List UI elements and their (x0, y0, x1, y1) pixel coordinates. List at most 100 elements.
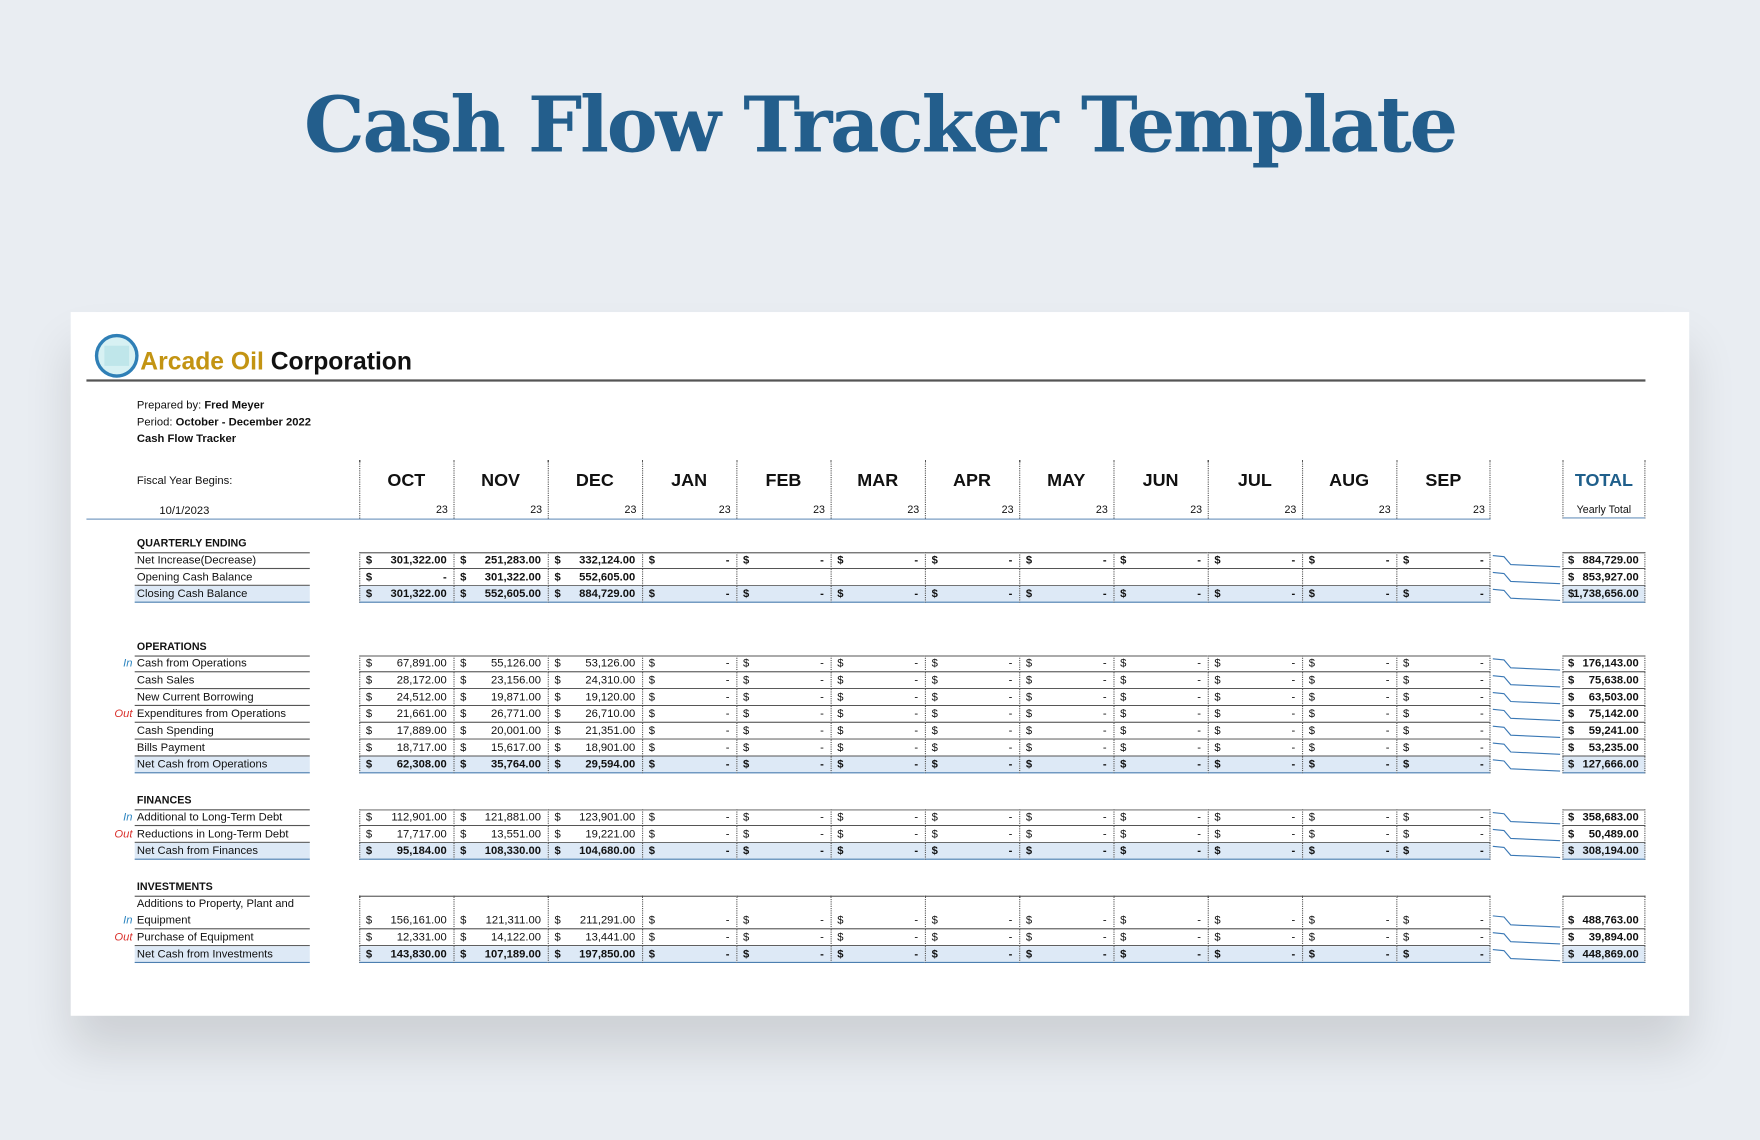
currency-sign: $ (1120, 931, 1127, 944)
value: - (1102, 708, 1107, 721)
page-title: Cash Flow Tracker Template (304, 80, 1458, 171)
row-label: Opening Cash Balance (136, 571, 253, 584)
value: - (1008, 828, 1013, 841)
currency-sign: $ (1567, 708, 1575, 721)
currency-sign: $ (931, 657, 938, 671)
sparkline (1492, 812, 1561, 825)
value-cell (1396, 705, 1491, 723)
value: - (1291, 691, 1296, 704)
currency-sign: $ (1308, 691, 1315, 704)
value: 23,156.00 (491, 674, 541, 687)
value: 26,710.00 (585, 708, 636, 721)
month-header-cell (547, 460, 642, 519)
currency-sign: $ (1308, 948, 1315, 961)
value: 251,283.00 (484, 554, 541, 567)
value: 13,441.00 (585, 931, 636, 944)
total-value: 53,235.00 (1588, 741, 1639, 755)
value: 28,172.00 (396, 674, 447, 687)
currency-sign: $ (460, 811, 467, 824)
value-cell (924, 842, 1020, 860)
value-cell (1113, 946, 1208, 964)
value-cell (547, 552, 643, 570)
value: 24,512.00 (396, 691, 447, 704)
row-flag: Out (114, 931, 133, 944)
currency-sign: $ (460, 588, 467, 601)
currency-sign: $ (837, 828, 844, 841)
currency-sign: $ (554, 657, 561, 671)
row-label: Purchase of Equipment (136, 931, 254, 944)
value-cell (1396, 655, 1491, 673)
value-cell (359, 929, 454, 947)
value: - (820, 741, 824, 755)
currency-sign: $ (1567, 828, 1575, 841)
currency-sign: $ (1567, 948, 1575, 961)
sparkline (1492, 759, 1561, 772)
value-cell (642, 739, 737, 757)
currency-sign: $ (1120, 758, 1127, 772)
currency-sign: $ (554, 828, 561, 841)
row-label: Net Cash from Investments (136, 948, 273, 961)
currency-sign: $ (931, 914, 938, 928)
value: - (1385, 741, 1390, 755)
value-cell (453, 756, 548, 774)
currency-sign: $ (837, 948, 844, 961)
value-cell (1396, 585, 1491, 603)
currency-sign: $ (1403, 708, 1410, 721)
value: - (820, 657, 824, 671)
value-cell (359, 842, 454, 860)
value-cell (736, 655, 831, 673)
value-cell (736, 809, 831, 827)
sparkline-line (1492, 571, 1561, 585)
value: - (1291, 948, 1296, 961)
currency-sign: $ (743, 914, 750, 928)
value-cell (547, 895, 643, 930)
value: - (1197, 741, 1201, 755)
value: - (1480, 741, 1484, 755)
value-cell (359, 585, 454, 603)
value-cell (642, 826, 737, 843)
value-cell (736, 689, 831, 706)
row-label-cell (134, 672, 310, 690)
sparkline (1492, 571, 1561, 585)
value-cell (547, 842, 643, 860)
value-cell (736, 756, 831, 774)
currency-sign: $ (1214, 725, 1221, 738)
value-cell (1019, 929, 1114, 947)
value-cell (1019, 739, 1114, 757)
currency-sign: $ (648, 691, 655, 704)
month-name: DEC (575, 471, 614, 491)
total-cell (1562, 809, 1646, 827)
value: 19,871.00 (491, 691, 541, 704)
sparkline (1492, 828, 1561, 842)
value: - (725, 674, 730, 687)
month-name: JUL (1237, 471, 1272, 491)
currency-sign: $ (931, 948, 938, 961)
total-value: 39,894.00 (1588, 931, 1639, 944)
currency-sign: $ (1403, 554, 1410, 567)
currency-sign: $ (365, 725, 373, 738)
currency-sign: $ (554, 674, 561, 687)
value-cell (1301, 552, 1397, 570)
value-cell (547, 756, 643, 774)
currency-sign: $ (460, 741, 467, 755)
currency-sign: $ (1025, 725, 1033, 738)
value-cell (1019, 689, 1114, 706)
value: 112,901.00 (391, 811, 447, 824)
month-header-cell (736, 460, 830, 519)
currency-sign: $ (1308, 588, 1315, 601)
value: - (1480, 828, 1484, 841)
value: - (820, 588, 824, 601)
row-label: Expenditures from Operations (136, 708, 287, 721)
value: - (1197, 914, 1201, 928)
value: - (1291, 845, 1296, 858)
value-cell (1207, 826, 1302, 843)
currency-sign: $ (554, 811, 561, 824)
currency-sign: $ (1025, 931, 1033, 944)
currency-sign: $ (1120, 811, 1127, 824)
row-label: New Current Borrowing (136, 691, 254, 704)
currency-sign: $ (1403, 811, 1410, 824)
currency-sign: $ (554, 914, 561, 928)
value-cell (453, 569, 548, 586)
currency-sign: $ (554, 725, 561, 738)
currency-sign: $ (648, 845, 655, 858)
